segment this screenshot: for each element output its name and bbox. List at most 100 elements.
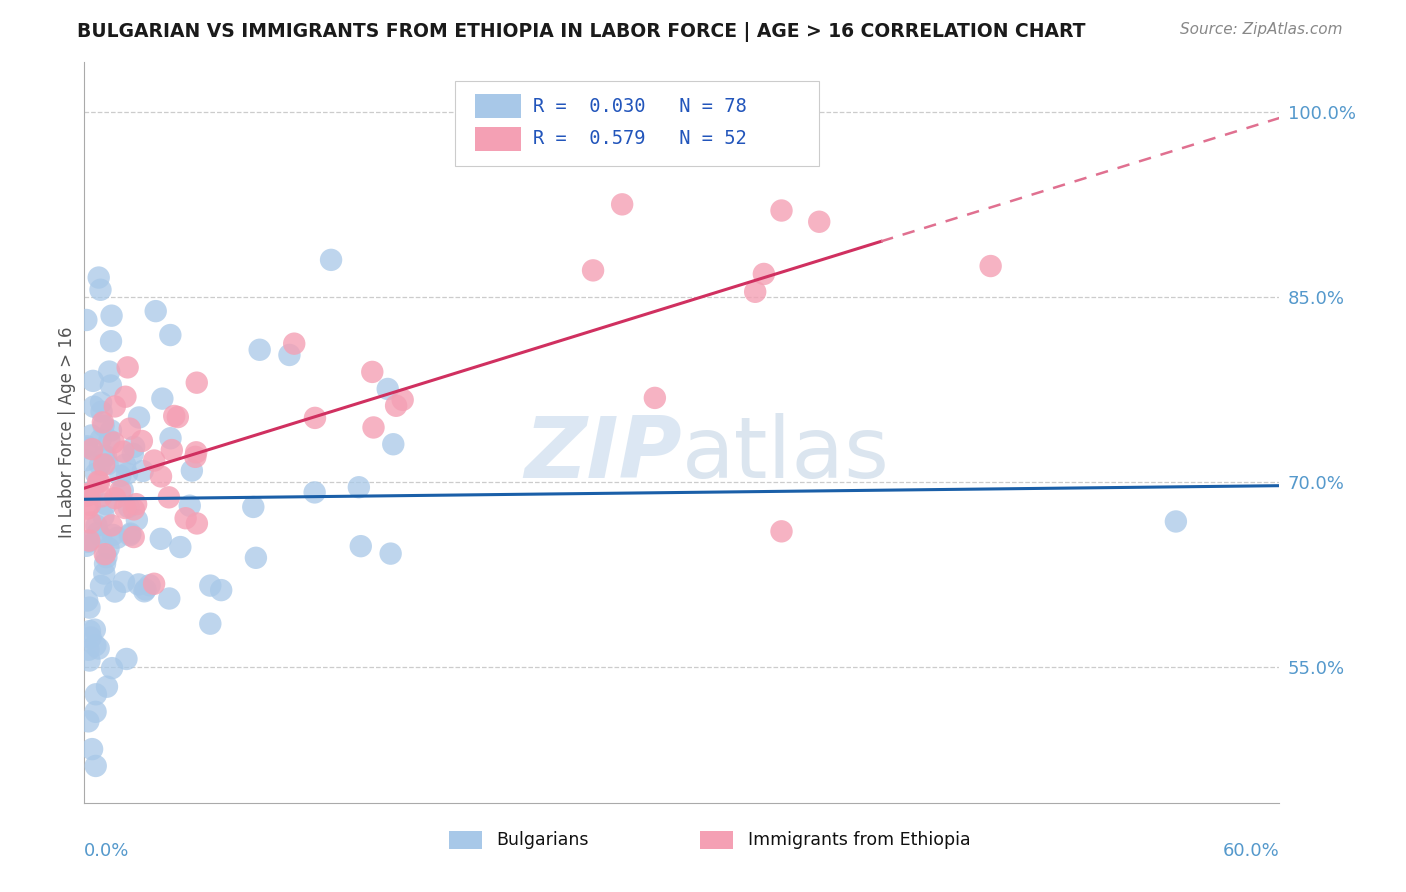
Point: [132, 464, 155, 478]
Point: [278, 348, 301, 362]
Point: [94, 557, 117, 571]
Point: [350, 539, 373, 553]
Point: [94, 547, 117, 561]
Point: [90, 530, 112, 544]
Point: [108, 484, 131, 499]
Text: R =  0.579   N = 52: R = 0.579 N = 52: [533, 129, 747, 148]
Point: [134, 584, 156, 599]
Point: [97, 541, 120, 556]
Point: [75, 489, 97, 503]
Point: [150, 392, 173, 406]
Point: [179, 499, 201, 513]
Point: [114, 390, 136, 404]
Point: [77, 714, 100, 729]
Point: [84, 687, 107, 701]
Point: [174, 511, 197, 525]
Point: [143, 453, 166, 467]
Point: [166, 410, 188, 425]
Point: [744, 285, 766, 299]
Point: [79, 654, 101, 668]
Point: [86, 518, 108, 533]
Point: [89, 283, 111, 297]
Point: [80, 742, 103, 756]
Point: [143, 576, 166, 591]
Point: [200, 579, 222, 593]
Point: [79, 498, 101, 512]
Point: [93, 509, 115, 524]
Point: [157, 591, 180, 606]
Point: [94, 497, 117, 511]
Point: [96, 680, 118, 694]
Point: [84, 639, 107, 653]
Point: [149, 532, 172, 546]
Point: [245, 550, 267, 565]
Point: [111, 483, 134, 498]
Text: 0.0%: 0.0%: [84, 842, 129, 860]
Point: [644, 391, 666, 405]
Bar: [475, 127, 520, 151]
Point: [122, 530, 145, 544]
Point: [75, 539, 97, 553]
Point: [103, 435, 125, 450]
Point: [115, 467, 138, 481]
Point: [84, 759, 107, 773]
Text: Source: ZipAtlas.com: Source: ZipAtlas.com: [1180, 22, 1343, 37]
Y-axis label: In Labor Force | Age > 16: In Labor Force | Age > 16: [58, 326, 76, 539]
Point: [104, 491, 127, 505]
Point: [82, 374, 104, 388]
Point: [304, 410, 326, 425]
Point: [93, 418, 115, 433]
Point: [169, 540, 191, 554]
Point: [159, 328, 181, 343]
Point: [138, 578, 160, 592]
Point: [115, 652, 138, 666]
Point: [100, 378, 122, 392]
Point: [363, 420, 385, 434]
Point: [112, 444, 135, 458]
Point: [90, 490, 112, 504]
Point: [79, 624, 101, 638]
Point: [118, 500, 141, 514]
Point: [380, 547, 402, 561]
Point: [186, 376, 208, 390]
Point: [84, 467, 107, 481]
Point: [75, 313, 97, 327]
Point: [82, 483, 104, 498]
Text: Bulgarians: Bulgarians: [496, 830, 589, 849]
Point: [84, 705, 107, 719]
Point: [93, 449, 115, 463]
Point: [117, 360, 139, 375]
Point: [87, 525, 110, 540]
Point: [157, 491, 180, 505]
Point: [105, 531, 128, 545]
Point: [79, 516, 101, 530]
Point: [76, 441, 98, 455]
Point: [186, 445, 208, 459]
Point: [80, 428, 103, 442]
Point: [770, 524, 793, 539]
Point: [131, 434, 153, 448]
Point: [114, 501, 136, 516]
Point: [112, 574, 135, 589]
Text: 60.0%: 60.0%: [1223, 842, 1279, 860]
Point: [121, 447, 143, 461]
Point: [382, 437, 405, 451]
Point: [89, 458, 111, 472]
Point: [125, 497, 148, 511]
Point: [200, 616, 222, 631]
Text: R =  0.030   N = 78: R = 0.030 N = 78: [533, 96, 747, 116]
Point: [118, 528, 141, 542]
Point: [283, 336, 305, 351]
Point: [249, 343, 271, 357]
Point: [145, 304, 167, 318]
Point: [770, 203, 793, 218]
Point: [98, 434, 121, 448]
Point: [101, 528, 124, 542]
Point: [582, 263, 605, 277]
Point: [361, 365, 384, 379]
Point: [100, 518, 122, 533]
Bar: [700, 831, 734, 849]
Point: [319, 252, 342, 267]
Point: [385, 399, 408, 413]
Point: [90, 433, 112, 447]
